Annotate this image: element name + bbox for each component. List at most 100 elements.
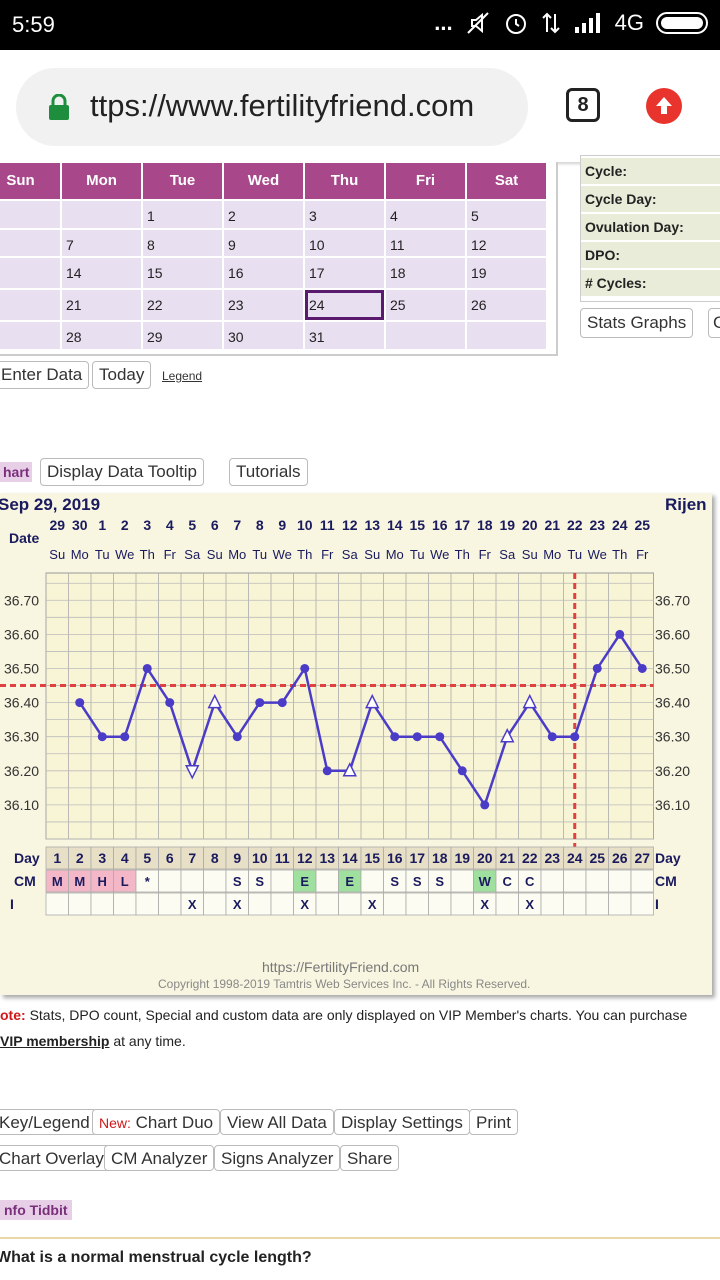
- calendar-day[interactable]: 3: [0, 258, 60, 288]
- calendar-day[interactable]: [62, 201, 141, 228]
- stats-row: Ovulation Day:: [581, 214, 720, 240]
- url-bar[interactable]: ttps://www.fertilityfriend.com: [16, 68, 528, 146]
- calendar-day[interactable]: 14: [62, 258, 141, 288]
- calendar-day[interactable]: [467, 322, 546, 349]
- calendar-day[interactable]: 10: [305, 230, 384, 256]
- calendar-day[interactable]: 26: [467, 290, 546, 320]
- weekday-label: Mo: [228, 547, 246, 562]
- calendar-day[interactable]: 12: [467, 230, 546, 256]
- chart-table-cell: [450, 892, 474, 916]
- weekday-label: Tu: [252, 547, 267, 562]
- temperature-point: [300, 663, 310, 673]
- signs-analyzer-button[interactable]: Signs Analyzer: [214, 1145, 341, 1171]
- legend-link[interactable]: Legend: [162, 369, 203, 383]
- y-tick-label-right: 36.10: [655, 797, 690, 813]
- weekday-label: Tu: [95, 547, 110, 562]
- calendar-day[interactable]: 30: [224, 322, 303, 349]
- key-legend-button[interactable]: Key/Legend: [0, 1109, 97, 1135]
- view-all-data-button[interactable]: View All Data: [220, 1109, 334, 1135]
- row-label-left: Day: [14, 850, 40, 866]
- calendar-day[interactable]: 29: [143, 322, 222, 349]
- cycle-day-label: 14: [342, 850, 358, 866]
- calendar-day[interactable]: 5: [467, 201, 546, 228]
- cycle-day-label: 3: [98, 850, 106, 866]
- y-tick-label-left: 36.10: [4, 797, 39, 813]
- chart-duo-button[interactable]: New: Chart Duo: [92, 1109, 221, 1135]
- weekday-label: Fr: [636, 547, 649, 562]
- date-label: 2: [121, 517, 129, 533]
- cycle-day-label: 5: [143, 850, 151, 866]
- weekday-label: Th: [297, 547, 312, 562]
- chart-table-cell: [315, 869, 339, 893]
- calendar-day[interactable]: [0, 201, 60, 228]
- calendar-day[interactable]: [0, 230, 60, 256]
- temperature-point: [232, 732, 242, 742]
- vip-membership-link[interactable]: VIP membership: [0, 1033, 110, 1049]
- calendar-day-number: 19: [471, 265, 487, 281]
- weekday-label: Mo: [386, 547, 404, 562]
- bbt-chart: 36.70 36.70 36.60 36.60 36.50 36.50 36.40 36.40…: [0, 517, 690, 916]
- calendar-day[interactable]: 18: [386, 258, 465, 288]
- calendar-day[interactable]: 11: [386, 230, 465, 256]
- stats-graphs-button[interactable]: Stats Graphs: [580, 308, 694, 338]
- calendar-day-number: 5: [471, 208, 479, 224]
- calendar-day-number: 9: [228, 237, 236, 253]
- tidbit-question: What is a normal menstrual cycle length?: [0, 1249, 312, 1266]
- calendar-day[interactable]: 9: [224, 230, 303, 256]
- calendar-day[interactable]: 19: [467, 258, 546, 288]
- y-tick-label-right: 36.30: [655, 729, 690, 745]
- calendar-day[interactable]: 7: [0, 322, 60, 349]
- calendar-day[interactable]: 17: [305, 258, 384, 288]
- date-label: 23: [589, 517, 605, 533]
- calendar-day[interactable]: 3: [305, 201, 384, 228]
- cycle-day-label: 20: [477, 850, 493, 866]
- calendar-day[interactable]: 22: [143, 290, 222, 320]
- tab-switcher-button[interactable]: 8: [566, 88, 600, 122]
- calendar-day[interactable]: 8: [143, 230, 222, 256]
- calendar-day[interactable]: [386, 322, 465, 349]
- chart-overlay-button[interactable]: Chart Overlay: [0, 1145, 111, 1171]
- calendar-day[interactable]: 7: [62, 230, 141, 256]
- cm-analyzer-button[interactable]: CM Analyzer: [104, 1145, 215, 1171]
- upload-button[interactable]: [646, 88, 682, 124]
- calendar-day[interactable]: 23: [224, 290, 303, 320]
- date-label: 22: [567, 517, 583, 533]
- enter-data-button[interactable]: Enter Data: [0, 361, 90, 389]
- weekday-label: Th: [612, 547, 627, 562]
- calendar-day[interactable]: 0: [0, 290, 60, 320]
- tutorials-button[interactable]: Tutorials: [229, 458, 308, 486]
- weekday-label: Sa: [342, 547, 359, 562]
- display-data-tooltip-button[interactable]: Display Data Tooltip: [40, 458, 204, 486]
- calendar-day[interactable]: 1: [143, 201, 222, 228]
- calendar-day[interactable]: 21: [62, 290, 141, 320]
- chart-table-cell: [135, 892, 159, 916]
- cm-label: E: [300, 874, 309, 889]
- chart-table-cell: [270, 869, 294, 893]
- chart-table-cell: [630, 892, 654, 916]
- calendar-day[interactable]: 31: [305, 322, 384, 349]
- date-label: 29: [49, 517, 65, 533]
- calendar-header-tue: Tue: [143, 163, 222, 199]
- calendar-day-number: 22: [147, 297, 163, 313]
- chart-table-cell: [315, 892, 339, 916]
- date-label: 19: [499, 517, 515, 533]
- calendar-day[interactable]: 28: [62, 322, 141, 349]
- calendar-day[interactable]: 4: [386, 201, 465, 228]
- calendar: SunMonTueWedThuFriSat1234578910111231415…: [0, 162, 558, 356]
- calendar-day[interactable]: 2: [224, 201, 303, 228]
- chart-table-cell: [405, 892, 429, 916]
- display-settings-button[interactable]: Display Settings: [334, 1109, 470, 1135]
- calendar-day[interactable]: 16: [224, 258, 303, 288]
- chart-table-cell: [540, 892, 564, 916]
- calendar-day[interactable]: 15: [143, 258, 222, 288]
- calendar-day[interactable]: 25: [386, 290, 465, 320]
- calendar-day[interactable]: 24: [305, 290, 384, 320]
- share-button[interactable]: Share: [340, 1145, 400, 1171]
- status-bar: 5:59 ... 4G: [0, 0, 720, 50]
- stats-next-button[interactable]: C: [708, 308, 720, 338]
- stats-row: DPO:: [581, 242, 720, 268]
- print-button[interactable]: Print: [469, 1109, 518, 1135]
- today-button[interactable]: Today: [92, 361, 152, 389]
- weekday-label: Tu: [567, 547, 582, 562]
- calendar-day-number: 29: [147, 329, 163, 345]
